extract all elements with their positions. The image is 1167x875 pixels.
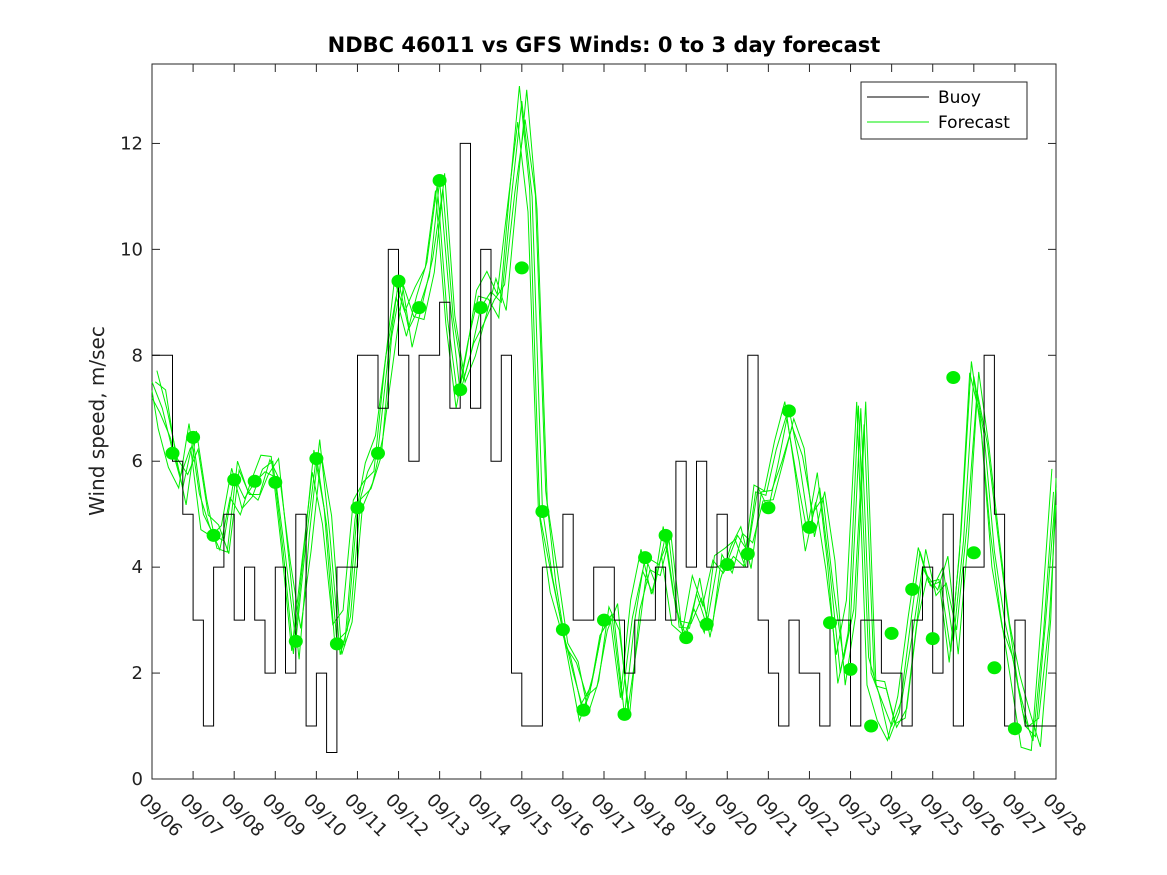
forecast-point [514,261,529,275]
forecast-point [535,505,550,518]
legend: Buoy Forecast [860,81,1028,140]
forecast-point [864,719,879,733]
forecast-point [905,582,920,596]
forecast-point [165,446,180,460]
y-tick-label: 0 [132,769,143,790]
buoy-line [152,142,1057,753]
y-tick-label: 2 [132,663,143,684]
legend-box [860,81,1028,140]
legend-buoy-label: Buoy [938,88,981,108]
forecast-point [843,662,858,676]
forecast-point [679,631,694,645]
forecast-point [617,707,632,721]
forecast-point [740,547,755,561]
forecast-line [151,121,1053,752]
forecast-point [638,551,653,565]
forecast-point [720,558,735,571]
y-axis-label: Wind speed, m/sec [85,326,109,516]
forecast-point [453,383,468,397]
verification-points [165,174,1022,736]
forecast-point [473,301,488,315]
plot-area [151,63,1057,780]
forecast-point [946,371,961,384]
y-tick-label: 4 [132,557,143,578]
forecast-point [288,634,303,648]
forecast-point [576,703,591,717]
forecast-point [371,446,385,460]
legend-forecast-label: Forecast [938,113,1010,133]
forecast-point [227,473,242,487]
y-tick-label: 6 [132,451,143,472]
forecast-point [1007,722,1022,736]
forecast-point [268,475,283,489]
forecast-point [966,546,981,560]
y-tick-label: 10 [120,239,143,260]
forecast-point [432,174,447,187]
forecast-point [987,661,1002,675]
forecast-point [658,528,673,542]
forecast-point [391,274,406,288]
forecast-point [597,613,611,627]
forecast-point [247,474,262,488]
forecast-point [802,520,817,534]
forecast-point [412,301,427,315]
y-tick-label: 8 [132,345,143,366]
forecast-point [781,404,796,418]
forecast-point [329,637,344,651]
forecast-point [186,430,201,444]
forecast-point [699,617,714,631]
chart-title: NDBC 46011 vs GFS Winds: 0 to 3 day fore… [328,33,881,57]
forecast-point [206,528,221,542]
forecast-line [156,89,1057,747]
forecast-point [884,626,899,640]
forecast-point [761,501,776,515]
forecast-point [350,501,365,515]
forecast-point [823,616,837,630]
forecast-point [555,623,570,637]
y-tick-label: 12 [120,133,143,154]
forecast-point [925,632,940,646]
forecast-point [309,452,324,466]
